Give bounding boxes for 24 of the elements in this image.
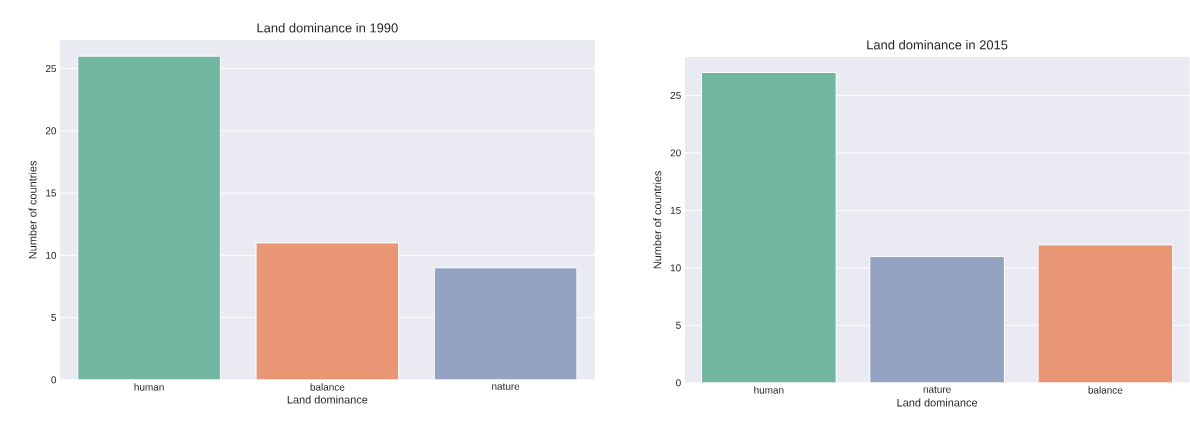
y-axis-title: Number of countries bbox=[28, 161, 37, 259]
x-axis-title: Land dominance bbox=[897, 398, 978, 407]
x-tick-label: human bbox=[134, 383, 164, 391]
y-tick-label: 25 bbox=[45, 65, 57, 73]
x-tick-label: nature bbox=[492, 383, 520, 390]
y-tick-label: 20 bbox=[670, 149, 681, 157]
y-tick-label: 10 bbox=[46, 251, 57, 259]
y-tick-label: 10 bbox=[670, 264, 681, 272]
x-tick-label: nature bbox=[923, 386, 951, 393]
x-axis-title: Land dominance bbox=[287, 395, 368, 404]
chart-title: Land dominance in 1990 bbox=[257, 23, 398, 33]
y-tick-label: 0 bbox=[676, 379, 681, 387]
x-tick-label: human bbox=[754, 386, 784, 394]
chart-title: Land dominance in 2015 bbox=[867, 40, 1008, 50]
y-axis-title: Number of countries bbox=[653, 171, 662, 269]
y-tick-label: 20 bbox=[45, 127, 57, 135]
x-tick-label: balance bbox=[1088, 386, 1123, 394]
y-tick-label: 15 bbox=[670, 207, 681, 214]
x-tick-label: balance bbox=[310, 383, 345, 391]
y-tick-label: 5 bbox=[676, 321, 681, 329]
y-tick-label: 5 bbox=[51, 314, 57, 322]
y-tick-label: 15 bbox=[46, 189, 57, 197]
y-tick-label: 25 bbox=[670, 92, 681, 100]
y-tick-label: 0 bbox=[51, 376, 57, 384]
